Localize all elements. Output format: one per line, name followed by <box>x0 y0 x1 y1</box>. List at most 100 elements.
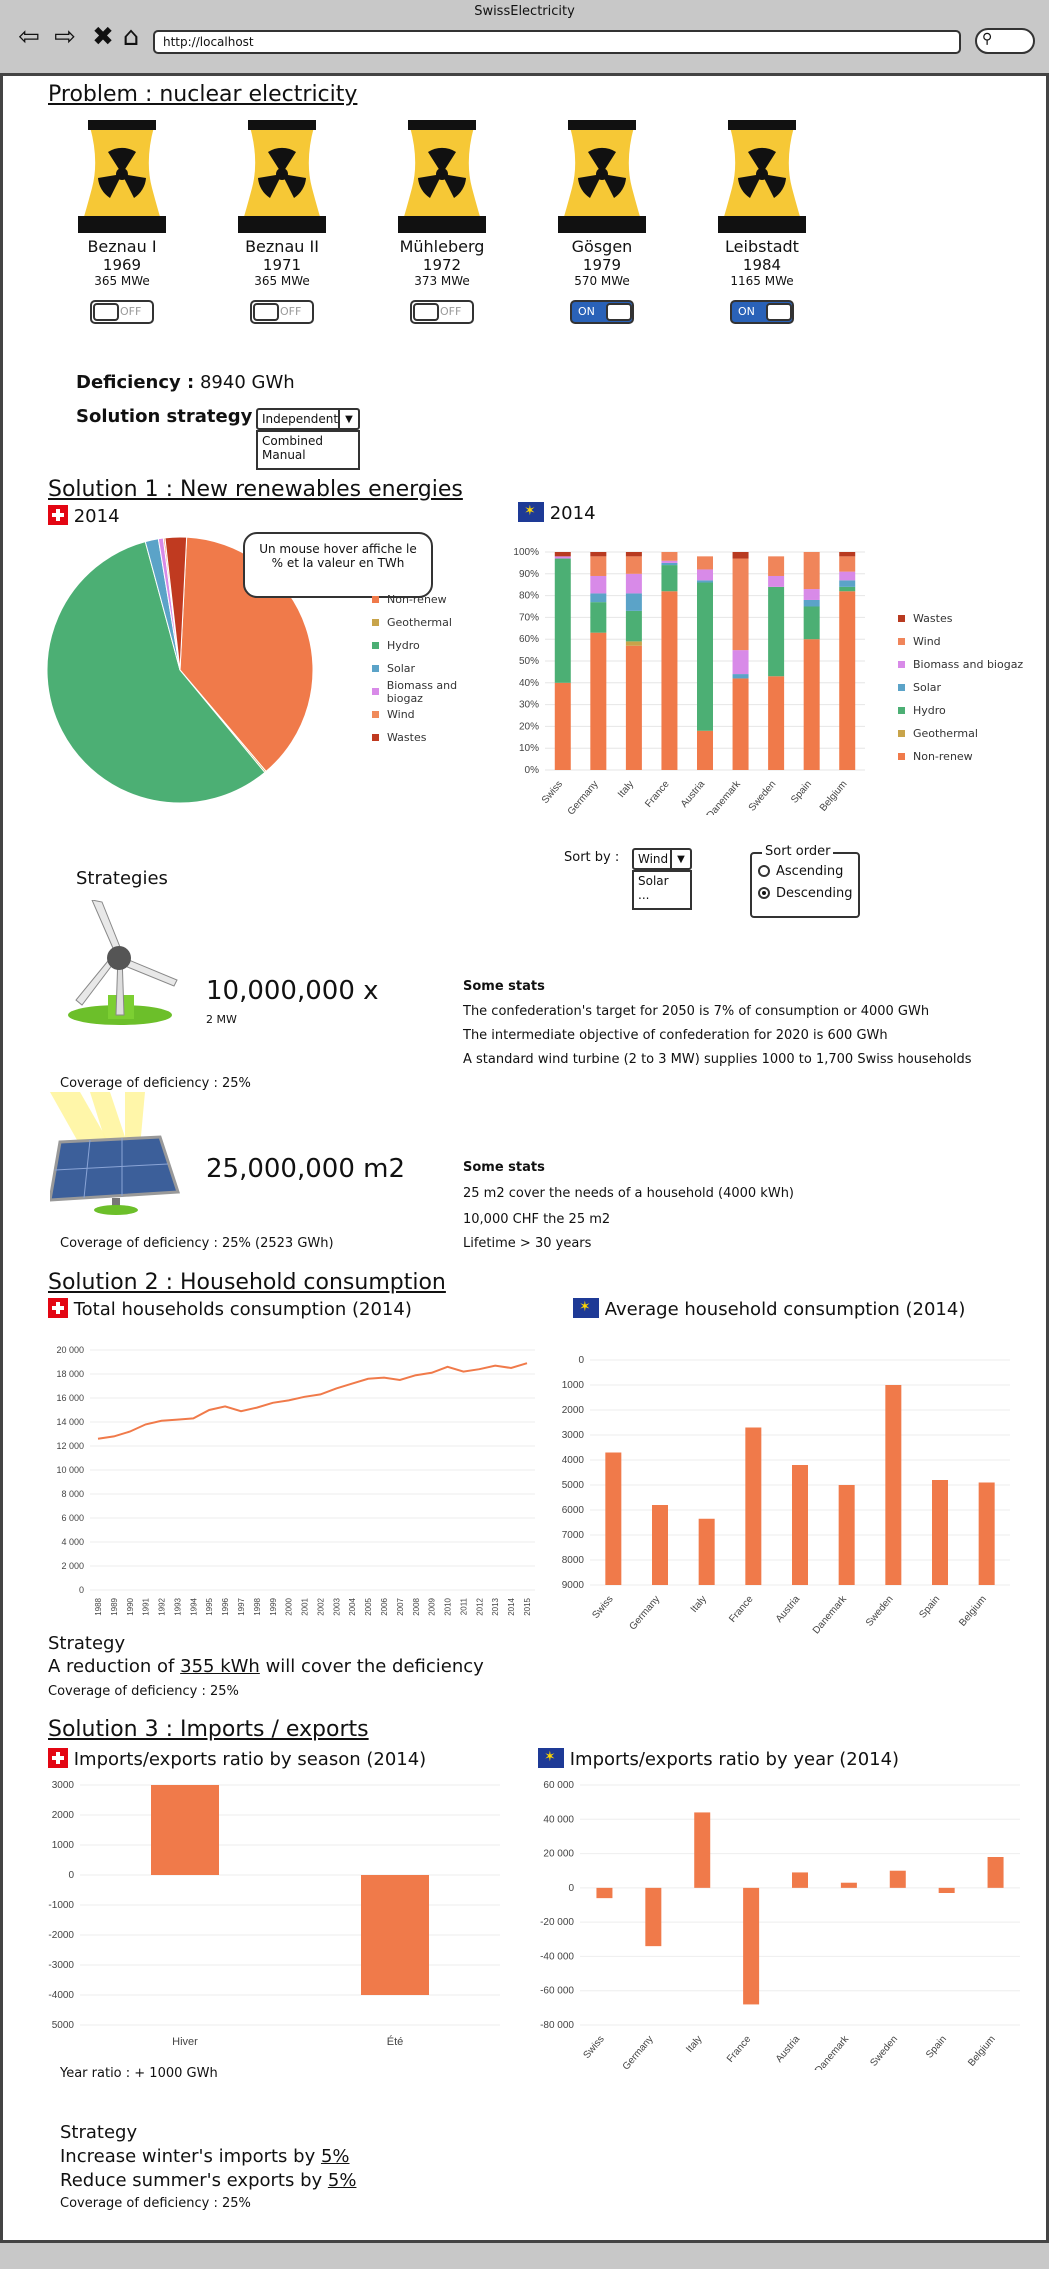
radio-descending[interactable]: Descending <box>758 886 853 901</box>
stack-segment[interactable] <box>697 580 713 583</box>
stacked-bar-chart[interactable]: 0% 10% 20% 30% 40% 50% 60% 70% 80% 90% 100% Swiss Ge… <box>505 545 875 815</box>
plant-toggle[interactable]: ON <box>570 300 634 324</box>
stack-segment[interactable] <box>839 591 856 770</box>
bar[interactable] <box>792 1465 808 1585</box>
forward-arrow-icon[interactable]: ⇨ <box>54 22 76 52</box>
bar[interactable] <box>698 1518 715 1585</box>
stack-segment[interactable] <box>732 558 749 651</box>
strategy-option-manual[interactable]: Manual <box>262 448 306 462</box>
stack-segment[interactable] <box>625 556 642 574</box>
stack-segment[interactable] <box>554 552 571 557</box>
avg-consumption-chart[interactable]: 0 1000 2000 3000 4000 5000 6000 7000 8000 9000 Swi… <box>550 1345 1030 1635</box>
stack-segment[interactable] <box>803 606 820 640</box>
stack-segment[interactable] <box>839 571 856 581</box>
bar[interactable] <box>978 1482 995 1586</box>
stack-segment[interactable] <box>768 586 785 677</box>
stack-segment[interactable] <box>803 599 820 607</box>
stack-segment[interactable] <box>590 593 607 603</box>
stack-segment[interactable] <box>554 682 571 770</box>
stack-segment[interactable] <box>803 552 820 590</box>
plant-toggle[interactable]: OFF <box>410 300 474 324</box>
stack-segment[interactable] <box>661 552 678 561</box>
pie-slice[interactable] <box>46 540 266 804</box>
stack-segment[interactable] <box>554 558 571 683</box>
bar[interactable] <box>987 1857 1004 1888</box>
stack-segment[interactable] <box>768 556 785 576</box>
stack-segment[interactable] <box>590 602 607 633</box>
stack-segment[interactable] <box>697 730 713 770</box>
stack-segment[interactable] <box>839 552 856 557</box>
season-ratio-chart[interactable]: 3000 2000 1000 0 -1000 -2000 -3000 -4000 5000 Hiv… <box>40 1770 520 2060</box>
stack-segment[interactable] <box>732 552 749 559</box>
bar[interactable] <box>885 1385 902 1585</box>
bar[interactable] <box>361 1875 429 1995</box>
stack-segment[interactable] <box>661 591 678 770</box>
strategy-value[interactable]: 355 kWh <box>180 1656 260 1677</box>
stack-segment[interactable] <box>732 650 749 675</box>
stack-segment[interactable] <box>661 560 678 563</box>
bar[interactable] <box>938 1887 955 1893</box>
stack-segment[interactable] <box>768 676 785 770</box>
plant-toggle[interactable]: OFF <box>90 300 154 324</box>
bar[interactable] <box>605 1452 622 1586</box>
strategy-option-combined[interactable]: Combined <box>262 434 323 448</box>
bar[interactable] <box>932 1480 948 1585</box>
bar[interactable] <box>792 1872 808 1888</box>
stack-segment[interactable] <box>554 556 571 559</box>
stack-segment[interactable] <box>732 678 749 770</box>
url-input[interactable]: http://localhost <box>153 30 961 54</box>
plant-toggle[interactable]: ON <box>730 300 794 324</box>
pie-slice[interactable] <box>164 536 188 671</box>
stack-segment[interactable] <box>590 575 607 594</box>
bar[interactable] <box>838 1485 855 1585</box>
home-icon[interactable]: ⌂ <box>122 22 140 52</box>
bar[interactable] <box>694 1812 711 1888</box>
consumption-line[interactable] <box>97 1362 528 1440</box>
stack-segment[interactable] <box>661 562 678 566</box>
line2-value[interactable]: 5% <box>327 2170 357 2191</box>
stack-segment[interactable] <box>839 556 856 572</box>
stack-segment[interactable] <box>697 556 713 570</box>
sort-option-more[interactable]: ... <box>638 888 650 902</box>
search-input[interactable]: ⚲ <box>975 28 1035 54</box>
stack-segment[interactable] <box>803 639 820 770</box>
strategy-select[interactable]: Independent ▼ <box>256 408 360 430</box>
bar[interactable] <box>645 1887 662 1947</box>
stack-segment[interactable] <box>590 632 607 770</box>
stack-segment[interactable] <box>839 580 856 587</box>
plant-toggle[interactable]: OFF <box>250 300 314 324</box>
x-tick-label: Austria <box>774 2034 803 2065</box>
stack-segment[interactable] <box>839 586 856 592</box>
bar[interactable] <box>151 1785 219 1875</box>
stack-segment[interactable] <box>732 674 749 679</box>
stack-segment[interactable] <box>625 573 642 594</box>
solar-stats-title: Some stats <box>463 1160 545 1175</box>
bar[interactable] <box>596 1887 613 1899</box>
bar[interactable] <box>889 1870 906 1888</box>
stack-segment[interactable] <box>625 552 642 557</box>
sort-by-select[interactable]: Wind ▼ <box>632 848 692 870</box>
line1-value[interactable]: 5% <box>320 2146 350 2167</box>
stack-segment[interactable] <box>661 565 678 592</box>
bar[interactable] <box>743 1887 760 2005</box>
sort-option-solar[interactable]: Solar <box>638 874 669 888</box>
pie-chart[interactable] <box>40 530 330 810</box>
stack-segment[interactable] <box>625 610 642 642</box>
stack-segment[interactable] <box>590 552 607 557</box>
bar[interactable] <box>745 1427 762 1586</box>
stack-segment[interactable] <box>625 645 642 770</box>
line-chart[interactable]: 0 2 000 4 000 6 000 8 000 10 000 12 000 14 000 1… <box>40 1320 550 1620</box>
radio-ascending[interactable]: Ascending <box>758 864 843 879</box>
back-arrow-icon[interactable]: ⇦ <box>18 22 40 52</box>
year-ratio-chart[interactable]: 60 000 40 000 20 000 0 -20 000 -40 000 -60 000… <box>520 1770 1030 2070</box>
bar[interactable] <box>652 1505 668 1585</box>
bar[interactable] <box>840 1882 857 1888</box>
close-icon[interactable]: ✖ <box>92 22 114 52</box>
stack-segment[interactable] <box>590 556 607 576</box>
stack-segment[interactable] <box>768 575 785 587</box>
stack-segment[interactable] <box>697 582 713 731</box>
stack-segment[interactable] <box>803 589 820 600</box>
stack-segment[interactable] <box>625 593 642 611</box>
stack-segment[interactable] <box>625 641 642 646</box>
stack-segment[interactable] <box>697 569 713 581</box>
